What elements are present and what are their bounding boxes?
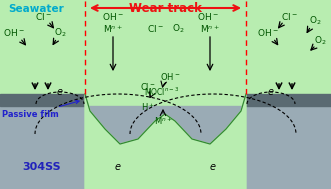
Text: e: e	[115, 162, 121, 172]
Text: Wear track: Wear track	[129, 2, 202, 15]
Polygon shape	[246, 94, 331, 106]
Text: Cl$^-$: Cl$^-$	[140, 81, 156, 91]
Text: OH$^-$: OH$^-$	[3, 28, 25, 39]
Text: H$^+$: H$^+$	[141, 101, 155, 113]
Text: O$_2$: O$_2$	[314, 35, 326, 47]
Text: OH$^-$: OH$^-$	[257, 28, 279, 39]
Text: e: e	[268, 87, 274, 97]
Text: M$^{n+}$: M$^{n+}$	[103, 23, 123, 35]
Text: O$_2$: O$_2$	[172, 23, 184, 35]
Text: O$_2$: O$_2$	[309, 15, 321, 27]
Polygon shape	[0, 106, 331, 189]
Text: M$^{n+}$: M$^{n+}$	[200, 23, 220, 35]
Text: OH$^-$: OH$^-$	[160, 71, 180, 83]
Text: M$^{n+}$: M$^{n+}$	[154, 115, 172, 127]
Text: e: e	[57, 87, 63, 97]
Text: Seawater: Seawater	[8, 4, 64, 14]
Text: MOCl$^{n-3}$: MOCl$^{n-3}$	[144, 86, 179, 98]
Polygon shape	[85, 94, 246, 189]
Text: e: e	[210, 162, 216, 172]
Text: Passive film: Passive film	[2, 100, 79, 119]
Text: Cl$^-$: Cl$^-$	[281, 12, 297, 22]
Polygon shape	[0, 94, 85, 106]
Text: Cl$^-$: Cl$^-$	[35, 12, 51, 22]
Text: Cl$^-$: Cl$^-$	[147, 23, 164, 35]
Text: OH$^-$: OH$^-$	[102, 11, 124, 22]
Text: OH$^-$: OH$^-$	[197, 11, 219, 22]
Text: 304SS: 304SS	[23, 162, 61, 172]
Text: O$_2$: O$_2$	[54, 27, 66, 39]
